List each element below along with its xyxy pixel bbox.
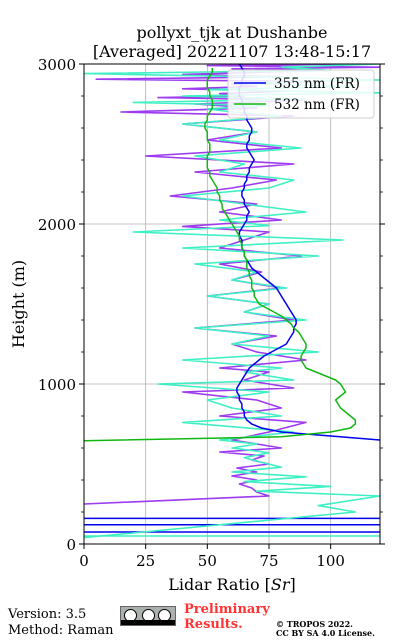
preliminary-line2: Results. [184, 617, 243, 632]
data-series [84, 64, 380, 539]
chart-title-line2: [Averaged] 20221107 13:48-15:17 [93, 42, 371, 61]
y-tick-label: 3000 [38, 56, 76, 74]
lidar-ratio-chart: pollyxt_tjk at Dushanbe [Averaged] 20221… [9, 23, 385, 594]
legend-label-355: 355 nm (FR) [274, 76, 360, 92]
copyright-notice: © TROPOS 2022. CC BY SA 4.0 License. [276, 620, 375, 638]
legend-box [227, 69, 375, 119]
copyright-line1: © TROPOS 2022. [276, 619, 353, 629]
y-tick-label: 0 [66, 536, 76, 554]
y-axis-label: Height (m) [9, 260, 28, 348]
version-info: Version: 3.5 Method: Raman [8, 607, 114, 639]
x-tick-label: 50 [198, 552, 217, 570]
noisy-series-line [84, 64, 380, 539]
x-tick-label: 25 [136, 552, 155, 570]
legend: 355 nm (FR) 532 nm (FR) [227, 69, 375, 119]
copyright-line2: CC BY SA 4.0 License. [276, 628, 375, 638]
y-tick-label: 2000 [38, 216, 76, 234]
y-tick-label: 1000 [38, 376, 76, 394]
x-axis-label: Lidar Ratio [Sr] [168, 575, 296, 594]
x-tick-label: 100 [316, 552, 345, 570]
version-text: Version: 3.5 [8, 607, 87, 622]
preliminary-notice: Preliminary Results. [184, 602, 270, 632]
cc-license-badge [120, 606, 176, 626]
method-text: Method: Raman [8, 623, 114, 638]
cc-badge-band [121, 620, 175, 625]
x-tick-label: 0 [79, 552, 89, 570]
x-tick-label: 75 [259, 552, 278, 570]
legend-label-532: 532 nm (FR) [274, 97, 360, 113]
plot-frame [83, 63, 381, 545]
chart-title-line1: pollyxt_tjk at Dushanbe [136, 23, 327, 42]
series-line-1 [84, 68, 357, 442]
preliminary-line1: Preliminary [184, 602, 270, 617]
